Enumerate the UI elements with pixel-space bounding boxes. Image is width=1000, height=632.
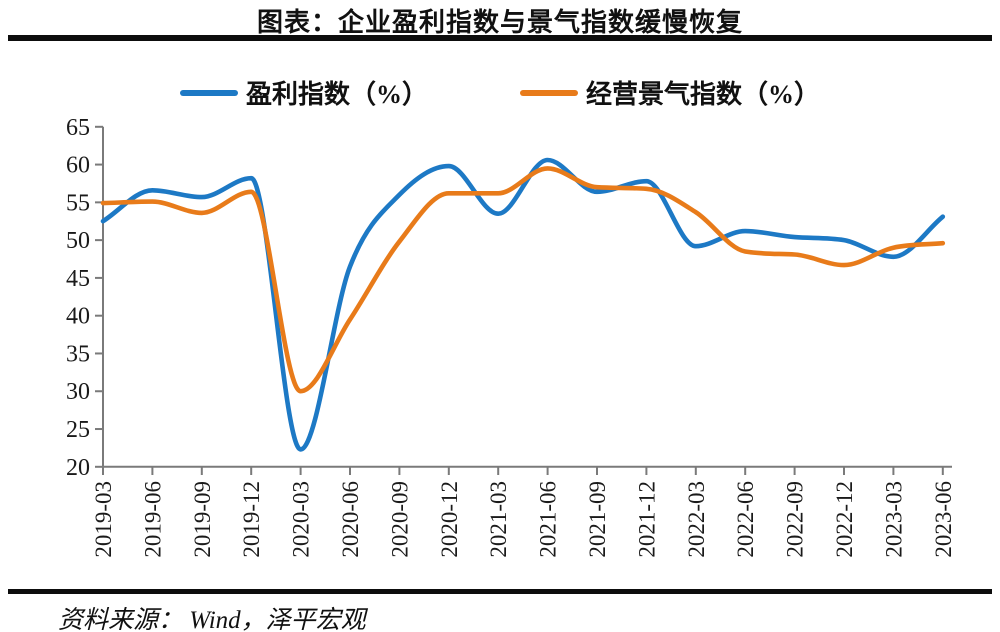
legend-item-climate-index: 经营景气指数（%）: [520, 74, 820, 111]
profit-line-swatch: [179, 89, 238, 96]
x-axis-tick-label: 2019-09: [190, 481, 215, 558]
x-axis-tick-label: 2022-03: [684, 481, 709, 558]
x-axis-tick-label: 2019-03: [91, 481, 116, 558]
x-axis-tick-label: 2019-06: [140, 481, 165, 558]
x-axis-tick-label: 2022-12: [832, 481, 857, 558]
chart-title: 图表：企业盈利指数与景气指数缓慢恢复: [256, 8, 743, 37]
x-axis-tick-label: 2020-09: [387, 481, 412, 558]
y-axis-tick-label: 20: [66, 455, 90, 481]
climate-line-swatch: [520, 89, 578, 96]
legend-label-profit-index: 盈利指数（%）: [245, 80, 428, 109]
y-axis-tick-label: 55: [66, 190, 90, 216]
x-axis-tick-label: 2021-09: [585, 481, 610, 558]
y-axis-tick-label: 60: [66, 153, 90, 179]
x-axis-tick-label: 2023-06: [931, 481, 956, 558]
source-note: 资料来源： Wind，泽平宏观: [58, 607, 366, 632]
legend-label-climate-index: 经营景气指数（%）: [586, 80, 821, 109]
y-axis-tick-label: 30: [66, 379, 90, 405]
x-axis-tick-label: 2022-06: [733, 481, 758, 558]
x-axis-tick-label: 2020-12: [437, 481, 462, 558]
y-axis-tick-label: 45: [66, 266, 90, 292]
climate-index-line: [100, 166, 946, 394]
x-axis-tick-label: 2023-03: [881, 481, 906, 558]
profit-index-line: [100, 157, 946, 452]
x-axis-tick-label: 2019-12: [239, 481, 264, 558]
axis-lines: [102, 126, 952, 468]
x-axis-tick-label: 2021-03: [486, 481, 511, 558]
x-axis-tick-label: 2020-06: [338, 481, 363, 558]
y-axis-tick-label: 65: [66, 115, 90, 141]
x-axis-tick-label: 2020-03: [289, 481, 314, 558]
x-axis-tick-label: 2021-12: [634, 481, 659, 558]
y-axis-tick-label: 40: [66, 304, 90, 330]
y-axis-tick-label: 35: [66, 341, 90, 367]
bottom-divider-rule: [8, 589, 992, 594]
top-divider-rule: [8, 35, 992, 41]
x-axis-tick-label: 2021-06: [536, 481, 561, 558]
legend-item-profit-index: 盈利指数（%）: [179, 74, 428, 111]
y-axis-tick-label: 50: [66, 228, 90, 254]
x-axis-tick-label: 2022-09: [783, 481, 808, 558]
y-axis-tick-label: 25: [66, 417, 90, 443]
chart-legend: 盈利指数（%） 经营景气指数（%）: [0, 74, 1000, 111]
